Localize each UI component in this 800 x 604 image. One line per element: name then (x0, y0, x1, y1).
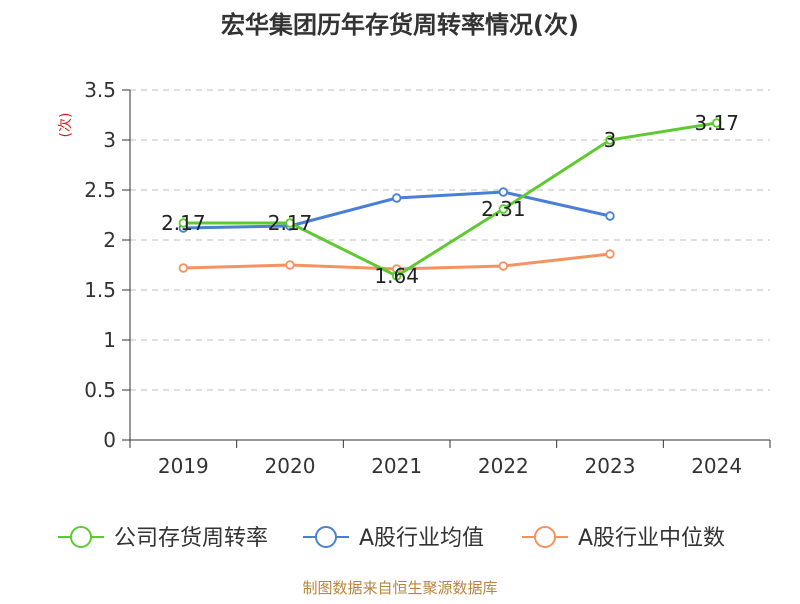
data-labels: 2.17 2.17 1.64 2.31 3 3.17 (161, 111, 739, 288)
data-point (391, 271, 402, 281)
x-tick-label: 2019 (158, 454, 209, 478)
data-point (285, 260, 295, 270)
legend-label: A股行业均值 (359, 526, 484, 551)
y-tick-label: 1 (103, 328, 116, 352)
data-point (391, 193, 402, 203)
y-tick-label: 3.5 (84, 78, 116, 102)
data-point (711, 118, 722, 128)
y-tick-label: 3 (103, 128, 116, 152)
gridlines (130, 89, 770, 391)
y-axis-label: (次) (58, 113, 74, 138)
y-tick-label: 1.5 (84, 278, 116, 302)
chart-title: 宏华集团历年存货周转率情况(次) (221, 11, 579, 39)
data-label: 2.17 (268, 211, 313, 235)
data-point (605, 135, 615, 145)
data-point (178, 263, 189, 273)
legend: 公司存货周转率 A股行业均值 A股行业中位数 (58, 526, 725, 551)
legend-label: A股行业中位数 (578, 526, 725, 551)
x-tick-label: 2023 (585, 454, 636, 478)
y-tick-label: 2 (103, 228, 116, 252)
data-point (605, 211, 615, 221)
legend-marker-icon (70, 526, 92, 548)
data-point (285, 218, 295, 228)
x-tick-label: 2022 (478, 454, 529, 478)
series-line (183, 121, 717, 278)
legend-marker-icon (534, 526, 556, 548)
data-label: 2.17 (161, 211, 206, 235)
legend-label: 公司存货周转率 (114, 526, 268, 551)
x-tick-label: 2021 (371, 454, 422, 478)
y-tick-label: 2.5 (84, 178, 116, 202)
data-point (605, 249, 615, 259)
x-tick-label: 2024 (691, 454, 742, 478)
y-tick-label: 0 (103, 428, 116, 452)
source-note: 制图数据来自恒生聚源数据库 (302, 579, 497, 597)
data-label: 1.64 (374, 264, 419, 288)
y-tick-label: 0.5 (84, 378, 116, 402)
series-lines (178, 118, 722, 281)
data-label: 3.17 (694, 111, 739, 135)
data-label: 3 (604, 128, 617, 152)
data-point (498, 204, 509, 214)
data-point (178, 218, 189, 228)
axes: 0 0.5 1 1.5 2 2.5 3 3.5 2019 2020 2021 2022 2023 2024 (84, 78, 771, 478)
x-tick-label: 2020 (265, 454, 316, 478)
data-point (498, 261, 509, 271)
data-point (498, 187, 509, 197)
legend-marker-icon (315, 526, 337, 548)
data-label: 2.31 (481, 197, 526, 221)
